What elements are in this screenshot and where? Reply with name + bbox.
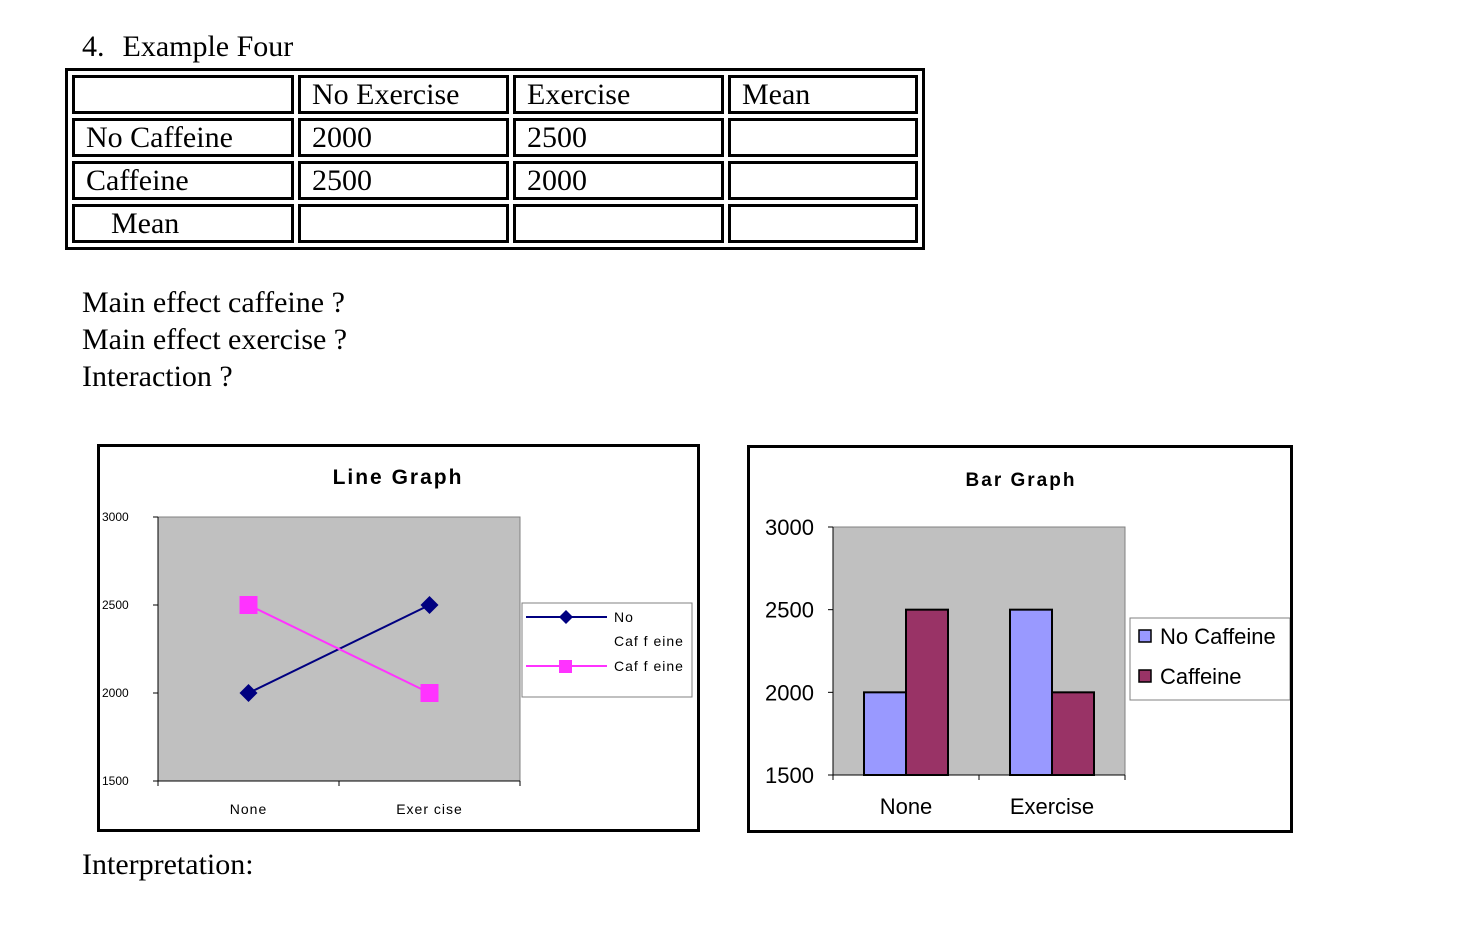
- y-tick-label: 1500: [765, 763, 814, 788]
- questions-list: Main effect caffeine ? Main effect exerc…: [82, 284, 347, 395]
- x-tick-label: Exer cise: [396, 801, 463, 817]
- y-tick-label: 1500: [102, 774, 129, 788]
- y-tick-label: 2000: [102, 686, 129, 700]
- legend-swatch: [1138, 629, 1152, 643]
- legend-box: [1129, 617, 1290, 701]
- data-point-diamond: [420, 596, 439, 614]
- table-row: Caffeine 2500 2000: [72, 161, 918, 200]
- table-cell: [298, 204, 509, 243]
- question-caffeine: Main effect caffeine ?: [82, 286, 345, 319]
- chart-title: Line Graph: [333, 466, 464, 489]
- x-tick-label: None: [230, 801, 267, 817]
- table-header-cell: Exercise: [513, 75, 724, 114]
- bar-graph-chart: Bar Graph 3000 2500 2000 1500 None Exercise No …: [747, 445, 1293, 833]
- table-header-cell: No Exercise: [298, 75, 509, 114]
- x-tick-label: None: [880, 794, 933, 819]
- series-line: [248, 604, 430, 694]
- table-header-cell: Mean: [728, 75, 918, 114]
- y-tick-label: 2500: [765, 598, 814, 623]
- section-number: 4.: [82, 30, 105, 63]
- table-header-cell: [72, 75, 294, 114]
- table-row: No Caffeine 2000 2500: [72, 118, 918, 157]
- table-row: Mean: [72, 204, 918, 243]
- row-label-cell: No Caffeine: [72, 118, 294, 157]
- y-tick-label: 2000: [765, 680, 814, 705]
- means-table: No Exercise Exercise Mean No Caffeine 20…: [65, 68, 925, 250]
- data-point-diamond: [239, 684, 258, 702]
- bar: [1009, 608, 1053, 776]
- table-cell: 2500: [513, 118, 724, 157]
- bar: [905, 608, 949, 776]
- row-label-cell: Caffeine: [72, 161, 294, 200]
- interpretation-label: Interpretation:: [82, 848, 254, 881]
- legend-label: No Caffeine: [1160, 624, 1276, 649]
- legend-box: [521, 602, 693, 698]
- question-interaction: Interaction ?: [82, 360, 233, 393]
- line-graph-chart: Line Graph 3000 2500 2000 1500 None Exer cise N…: [97, 444, 700, 832]
- table-cell: [728, 118, 918, 157]
- legend-swatch: [1138, 669, 1152, 683]
- section-heading: 4. Example Four: [82, 30, 293, 64]
- row-label-cell: Mean: [72, 204, 294, 243]
- section-title: Example Four: [122, 30, 294, 63]
- line-graph-svg: Line Graph 3000 2500 2000 1500 None Exer cise N…: [102, 466, 693, 817]
- table-cell: 2500: [298, 161, 509, 200]
- y-tick-label: 3000: [102, 510, 129, 524]
- y-tick-label: 3000: [765, 515, 814, 540]
- bar: [1051, 691, 1095, 776]
- legend-marker-diamond: [559, 610, 573, 624]
- bar: [863, 691, 907, 776]
- legend-label: Caffeine: [1160, 664, 1242, 689]
- bar-graph-svg: Bar Graph 3000 2500 2000 1500 None Exercise No …: [765, 470, 1290, 819]
- table-cell: [513, 204, 724, 243]
- table-cell: 2000: [298, 118, 509, 157]
- legend-label: Caf f eine: [614, 658, 684, 674]
- table-cell: [728, 204, 918, 243]
- data-point-square: [420, 684, 439, 702]
- legend-label: Caf f eine: [614, 633, 684, 649]
- table-cell: 2000: [513, 161, 724, 200]
- legend-marker-square: [559, 660, 572, 673]
- legend-label: No: [614, 609, 634, 625]
- data-point-square: [239, 596, 258, 614]
- table-cell: [728, 161, 918, 200]
- table-header-row: No Exercise Exercise Mean: [72, 75, 918, 114]
- chart-title: Bar Graph: [966, 470, 1077, 491]
- y-tick-label: 2500: [102, 598, 129, 612]
- question-exercise: Main effect exercise ?: [82, 323, 348, 356]
- x-tick-label: Exercise: [1010, 794, 1094, 819]
